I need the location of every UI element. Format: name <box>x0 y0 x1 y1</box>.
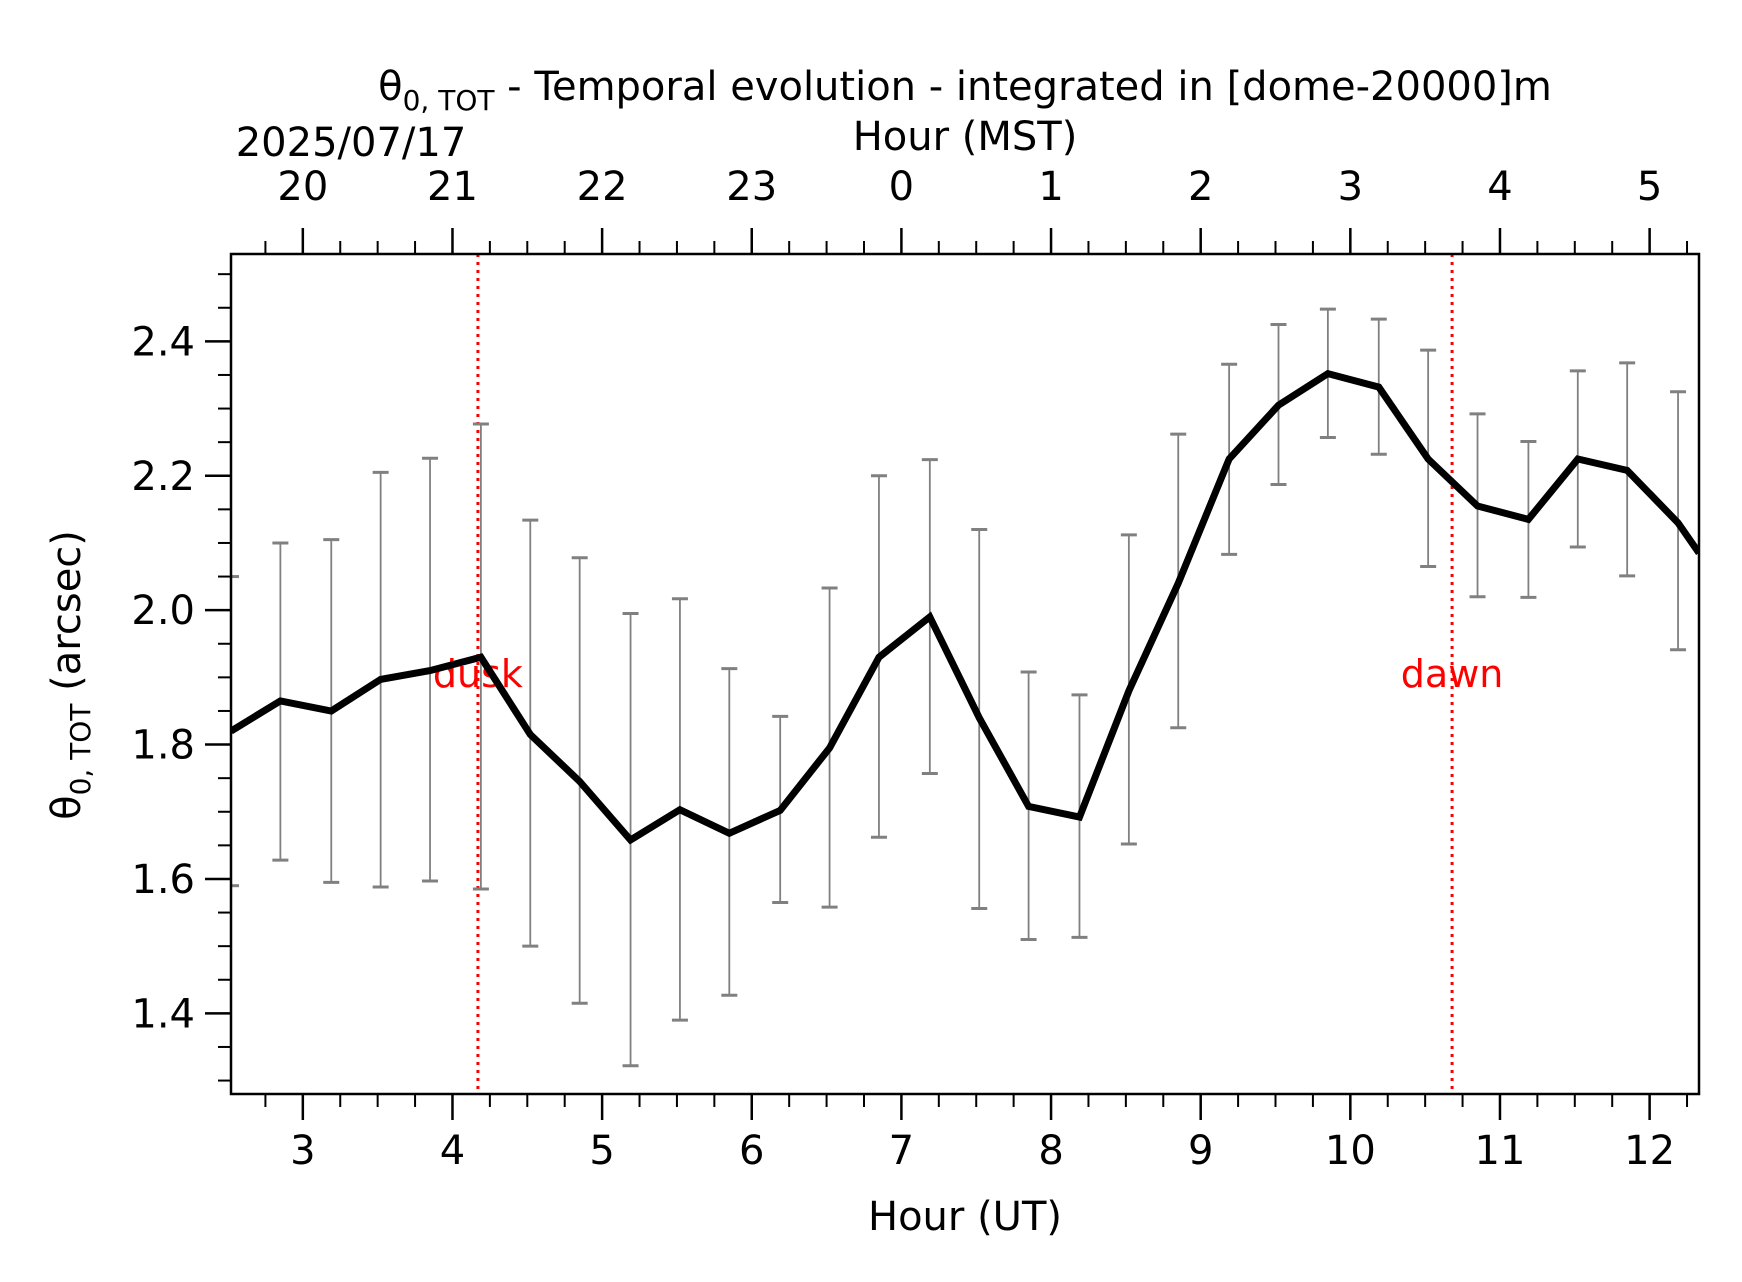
y-label-theta: θ <box>44 795 90 819</box>
dawn-label: dawn <box>1401 652 1504 696</box>
y-tick-label: 2.2 <box>131 454 195 500</box>
x-tick-label-top: 4 <box>1487 164 1512 210</box>
x-tick-label-bottom: 10 <box>1325 1128 1376 1174</box>
x-tick-label-bottom: 3 <box>290 1128 315 1174</box>
x-tick-label-bottom: 4 <box>440 1128 465 1174</box>
title-rest: - Temporal evolution - integrated in [do… <box>494 64 1551 110</box>
x-tick-label-top: 22 <box>577 164 628 210</box>
x-tick-label-top: 0 <box>889 164 914 210</box>
x-tick-label-bottom: 5 <box>589 1128 614 1174</box>
y-tick-label: 1.4 <box>131 991 195 1037</box>
x-tick-label-bottom: 8 <box>1038 1128 1063 1174</box>
x-tick-label-bottom: 11 <box>1475 1128 1526 1174</box>
x-tick-label-bottom: 12 <box>1624 1128 1675 1174</box>
x-tick-label-top: 20 <box>277 164 328 210</box>
y-tick-label: 1.8 <box>131 723 195 769</box>
title-theta: θ <box>378 64 402 110</box>
x-tick-label-top: 2 <box>1188 164 1213 210</box>
x-axis-top-label: Hour (MST) <box>853 114 1078 160</box>
x-tick-label-bottom: 6 <box>739 1128 764 1174</box>
y-axis-label: θ0, TOT (arcsec) <box>44 530 97 820</box>
date-label: 2025/07/17 <box>236 120 467 166</box>
x-tick-label-bottom: 9 <box>1188 1128 1213 1174</box>
x-axis-bottom-label: Hour (UT) <box>868 1194 1062 1240</box>
y-label-subscript: 0, TOT <box>64 703 97 796</box>
y-tick-label: 2.0 <box>131 588 195 634</box>
x-tick-label-top: 23 <box>726 164 777 210</box>
y-tick-label: 1.6 <box>131 857 195 903</box>
y-tick-label: 2.4 <box>131 319 195 365</box>
chart-title: θ0, TOT - Temporal evolution - integrate… <box>378 64 1552 117</box>
series-line <box>231 369 1699 845</box>
title-subscript: 0, TOT <box>403 84 496 117</box>
y-label-rest: (arcsec) <box>44 530 90 703</box>
x-tick-label-top: 5 <box>1637 164 1662 210</box>
x-tick-label-top: 3 <box>1338 164 1363 210</box>
x-tick-label-top: 21 <box>427 164 478 210</box>
plot-frame <box>229 252 1701 1096</box>
x-tick-label-bottom: 7 <box>889 1128 914 1174</box>
x-tick-label-top: 1 <box>1038 164 1063 210</box>
series-line-group <box>231 369 1699 845</box>
